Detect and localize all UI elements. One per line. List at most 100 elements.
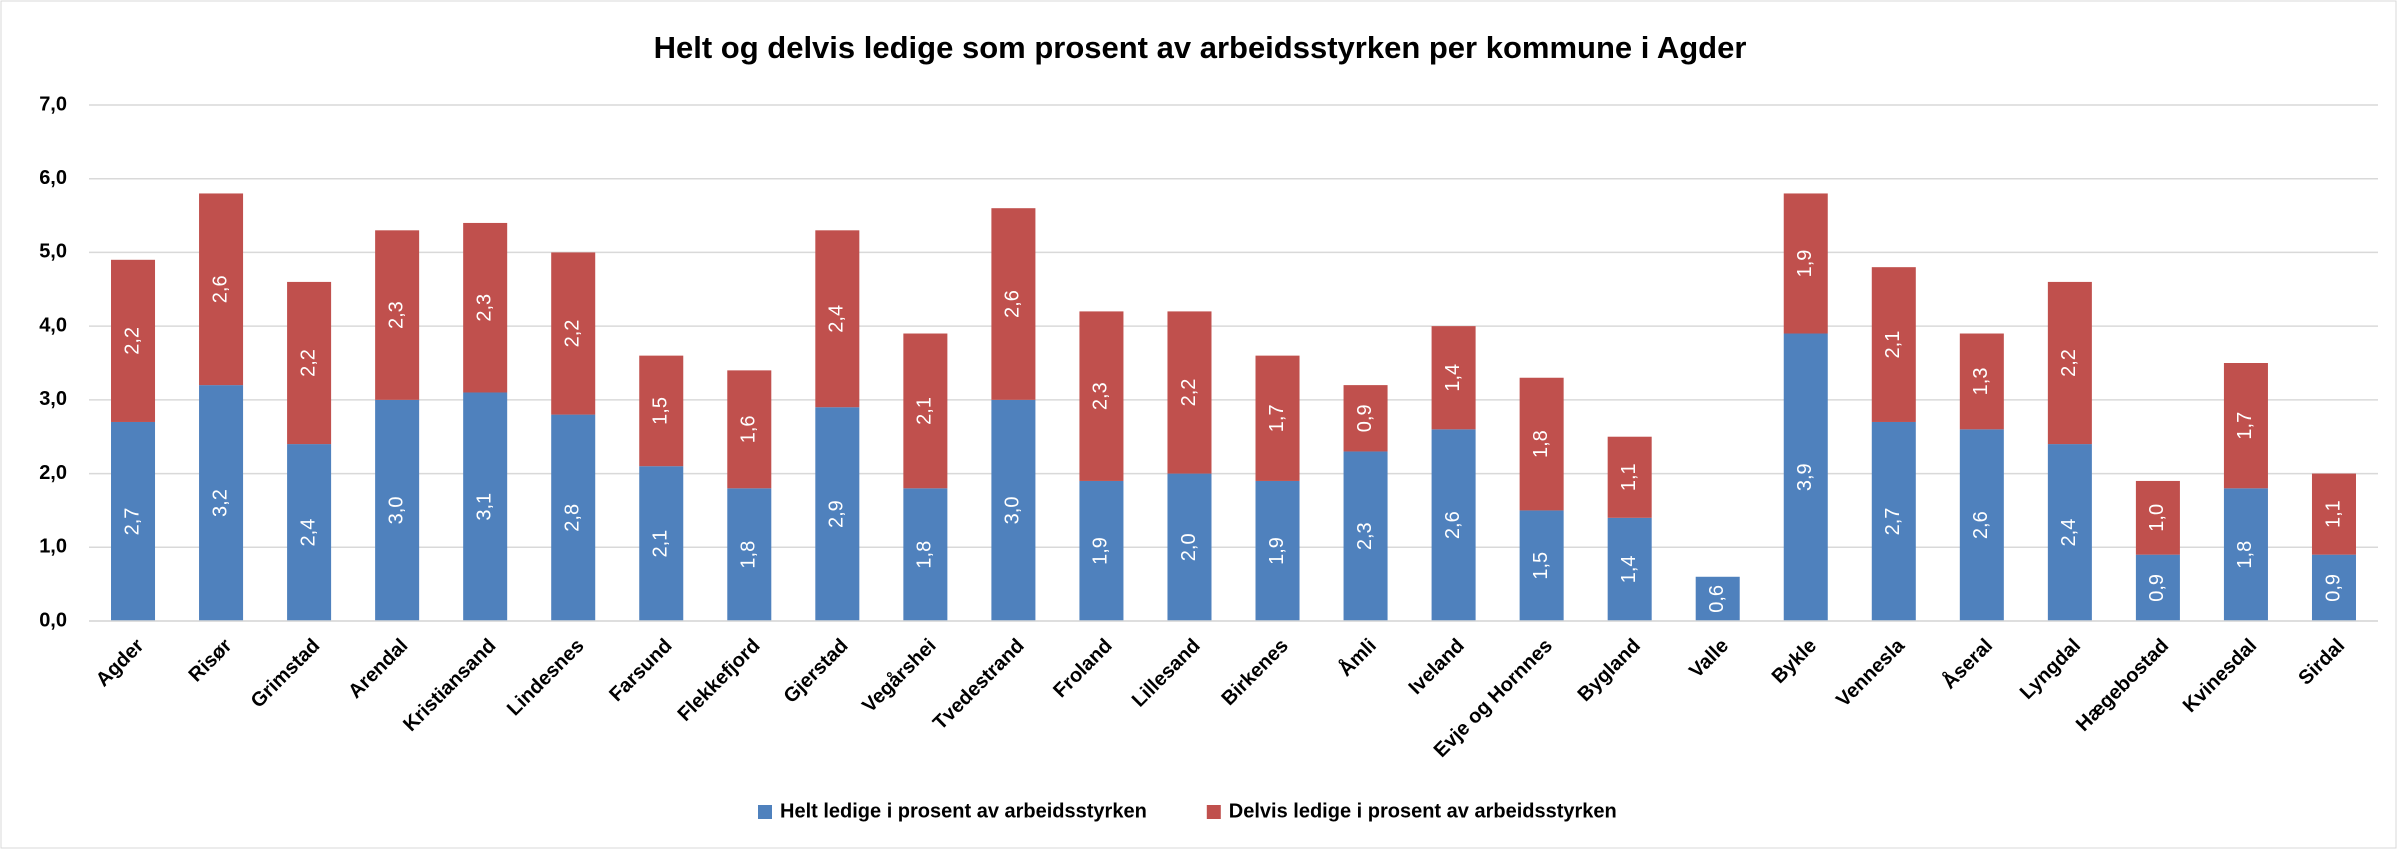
value-label: 1,7 xyxy=(2234,412,2256,440)
value-label: 2,3 xyxy=(1354,522,1376,550)
bar-segment xyxy=(639,355,684,467)
bar-segment xyxy=(1431,429,1476,621)
bar-segment xyxy=(2047,281,2092,445)
bar-segment xyxy=(463,392,508,621)
value-label: 2,8 xyxy=(561,504,583,532)
value-label: 2,1 xyxy=(1882,331,1904,359)
bar-segment xyxy=(991,208,1036,400)
bar-segment xyxy=(551,414,596,621)
y-tick-label: 1,0 xyxy=(39,536,67,558)
y-tick-label: 2,0 xyxy=(39,462,67,484)
bar-segment xyxy=(1519,510,1564,621)
bar-segment xyxy=(1343,451,1388,621)
bar-segment xyxy=(2135,554,2180,621)
value-label: 2,4 xyxy=(2058,519,2080,547)
value-label: 0,6 xyxy=(1706,585,1728,613)
value-label: 1,8 xyxy=(738,541,760,569)
legend-label: Delvis ledige i prosent av arbeidsstyrke… xyxy=(1229,800,1617,822)
value-label: 2,6 xyxy=(1002,290,1024,318)
value-label: 1,9 xyxy=(1266,537,1288,565)
y-tick-label: 4,0 xyxy=(39,314,67,336)
bar-segment xyxy=(1783,333,1828,621)
bar-segment xyxy=(287,444,332,621)
value-label: 1,5 xyxy=(650,397,672,425)
bar-segment xyxy=(639,466,684,621)
bar-segment xyxy=(1167,311,1212,474)
value-label: 2,9 xyxy=(826,500,848,528)
bar-segment xyxy=(1871,267,1916,422)
bar-segment xyxy=(2223,488,2268,621)
bar-segment xyxy=(199,385,244,621)
value-label: 0,9 xyxy=(1354,404,1376,432)
value-label: 2,2 xyxy=(297,349,319,377)
bar-segment xyxy=(1079,480,1124,621)
value-label: 2,0 xyxy=(1178,533,1200,561)
bar-segment xyxy=(903,333,948,489)
value-label: 1,5 xyxy=(1530,552,1552,580)
chart-title: Helt og delvis ledige som prosent av arb… xyxy=(654,30,1747,65)
bar-segment xyxy=(1695,576,1740,621)
bar-segment xyxy=(815,407,860,621)
value-label: 2,3 xyxy=(385,301,407,329)
bar-segment xyxy=(1607,436,1652,518)
bar-segment xyxy=(111,421,156,621)
value-label: 2,7 xyxy=(1882,508,1904,536)
bar-segment xyxy=(1871,421,1916,621)
value-label: 0,9 xyxy=(2146,574,2168,602)
bar-segment xyxy=(815,230,860,408)
value-label: 2,1 xyxy=(914,397,936,425)
value-label: 2,7 xyxy=(121,508,143,536)
value-label: 3,0 xyxy=(1002,497,1024,525)
value-label: 0,9 xyxy=(2322,574,2344,602)
y-tick-label: 3,0 xyxy=(39,388,67,410)
y-tick-label: 7,0 xyxy=(39,93,67,115)
bar-segment xyxy=(727,488,772,621)
bar-segment xyxy=(199,193,244,386)
bar-segment xyxy=(375,399,420,621)
value-label: 1,9 xyxy=(1090,537,1112,565)
value-label: 2,3 xyxy=(473,294,495,322)
y-tick-label: 0,0 xyxy=(39,609,67,631)
bar-segment xyxy=(1607,517,1652,621)
bar-segment xyxy=(1079,311,1124,481)
value-label: 2,2 xyxy=(561,320,583,348)
value-label: 1,8 xyxy=(914,541,936,569)
bar-segment xyxy=(991,399,1036,621)
bar-segment xyxy=(1255,355,1300,481)
value-label: 2,6 xyxy=(209,275,231,303)
value-label: 2,4 xyxy=(297,519,319,547)
value-label: 1,3 xyxy=(1970,368,1992,396)
bar-segment xyxy=(1959,429,2004,621)
value-label: 1,0 xyxy=(2146,504,2168,532)
value-label: 2,4 xyxy=(826,305,848,333)
value-label: 3,2 xyxy=(209,489,231,517)
bar-segment xyxy=(2047,444,2092,621)
y-tick-label: 5,0 xyxy=(39,241,67,263)
legend-swatch xyxy=(758,805,772,819)
y-tick-label: 6,0 xyxy=(39,167,67,189)
value-label: 2,2 xyxy=(2058,349,2080,377)
value-label: 2,2 xyxy=(121,327,143,355)
bar-segment xyxy=(1167,473,1212,621)
bar-segment xyxy=(1431,326,1476,430)
value-label: 2,6 xyxy=(1442,511,1464,539)
bar-segment xyxy=(2311,554,2356,621)
bar-segment xyxy=(375,230,420,400)
bar-segment xyxy=(1255,480,1300,621)
value-label: 2,2 xyxy=(1178,379,1200,407)
bar-segment xyxy=(903,488,948,621)
value-label: 1,1 xyxy=(1618,463,1640,491)
bar-segment xyxy=(2311,473,2356,555)
bar-segment xyxy=(1783,193,1828,334)
value-label: 3,9 xyxy=(1794,463,1816,491)
value-label: 1,6 xyxy=(738,415,760,443)
value-label: 2,1 xyxy=(650,530,672,558)
value-label: 1,8 xyxy=(2234,541,2256,569)
value-label: 1,8 xyxy=(1530,430,1552,458)
value-label: 1,4 xyxy=(1442,364,1464,392)
value-label: 2,6 xyxy=(1970,511,1992,539)
value-label: 1,4 xyxy=(1618,555,1640,583)
bar-segment xyxy=(551,252,596,415)
bar-segment xyxy=(727,370,772,489)
